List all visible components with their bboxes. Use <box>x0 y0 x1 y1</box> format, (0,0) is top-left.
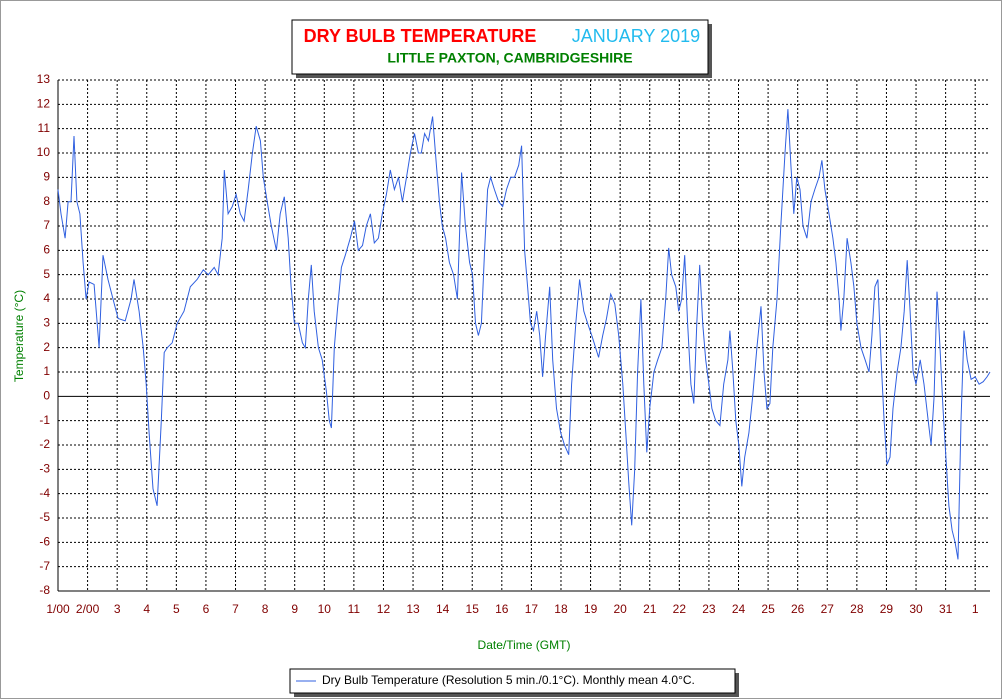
x-tick-label: 7 <box>232 602 239 616</box>
x-tick-label: 26 <box>791 602 805 616</box>
legend-label: Dry Bulb Temperature (Resolution 5 min./… <box>322 673 695 687</box>
y-tick-label: -1 <box>39 413 50 427</box>
x-tick-label: 2/00 <box>76 602 100 616</box>
x-tick-label: 6 <box>203 602 210 616</box>
y-tick-label: 0 <box>43 389 50 403</box>
x-tick-label: 4 <box>143 602 150 616</box>
subtitle: LITTLE PAXTON, CAMBRIDGESHIRE <box>387 50 632 66</box>
x-tick-label: 22 <box>673 602 687 616</box>
x-tick-label: 29 <box>880 602 894 616</box>
chart-title: DRY BULB TEMPERATURE <box>304 26 537 46</box>
y-tick-label: 9 <box>43 170 50 184</box>
x-tick-label: 27 <box>821 602 835 616</box>
x-tick-label: 13 <box>406 602 420 616</box>
x-tick-label: 17 <box>525 602 539 616</box>
x-tick-label: 28 <box>850 602 864 616</box>
y-tick-label: 12 <box>37 97 51 111</box>
x-tick-label: 24 <box>732 602 746 616</box>
y-tick-label: 13 <box>37 72 51 86</box>
plot-background <box>58 80 990 591</box>
y-tick-label: 2 <box>43 340 50 354</box>
x-axis-label: Date/Time (GMT) <box>478 638 571 652</box>
x-tick-label: 8 <box>262 602 269 616</box>
y-tick-label: -4 <box>39 486 50 500</box>
y-tick-label: 4 <box>43 291 50 305</box>
x-tick-label: 18 <box>554 602 568 616</box>
y-tick-label: -3 <box>39 462 50 476</box>
x-tick-label: 5 <box>173 602 180 616</box>
x-tick-label: 25 <box>761 602 775 616</box>
y-tick-label: 1 <box>43 364 50 378</box>
title-date: JANUARY 2019 <box>572 26 700 46</box>
x-tick-label: 19 <box>584 602 598 616</box>
y-tick-label: -8 <box>39 583 50 597</box>
y-tick-label: 3 <box>43 316 50 330</box>
y-tick-label: -6 <box>39 535 50 549</box>
y-tick-label: -7 <box>39 559 50 573</box>
x-tick-label: 30 <box>909 602 923 616</box>
legend-box <box>289 668 736 694</box>
y-tick-label: 11 <box>38 121 51 135</box>
x-tick-label: 9 <box>291 602 298 616</box>
y-axis-label: Temperature (°C) <box>12 290 26 382</box>
x-tick-label: 16 <box>495 602 509 616</box>
x-tick-label: 23 <box>702 602 716 616</box>
x-tick-label: 11 <box>348 602 361 616</box>
x-tick-label: 1 <box>972 602 979 616</box>
x-tick-label: 15 <box>466 602 480 616</box>
x-tick-label: 31 <box>939 602 953 616</box>
x-tick-label: 14 <box>436 602 450 616</box>
y-tick-label: 8 <box>43 194 50 208</box>
temperature-line <box>57 109 991 560</box>
title-box <box>291 19 709 75</box>
y-tick-label: -5 <box>39 510 50 524</box>
x-tick-label: 10 <box>318 602 332 616</box>
x-tick-label: 21 <box>643 602 657 616</box>
x-tick-label: 20 <box>613 602 627 616</box>
y-tick-label: -2 <box>39 437 50 451</box>
y-tick-label: 5 <box>43 267 50 281</box>
y-tick-label: 6 <box>43 243 50 257</box>
x-tick-label: 12 <box>377 602 391 616</box>
x-tick-label: 1/00 <box>46 602 70 616</box>
y-tick-label: 7 <box>43 218 50 232</box>
y-tick-label: 10 <box>37 145 51 159</box>
x-tick-label: 3 <box>114 602 121 616</box>
